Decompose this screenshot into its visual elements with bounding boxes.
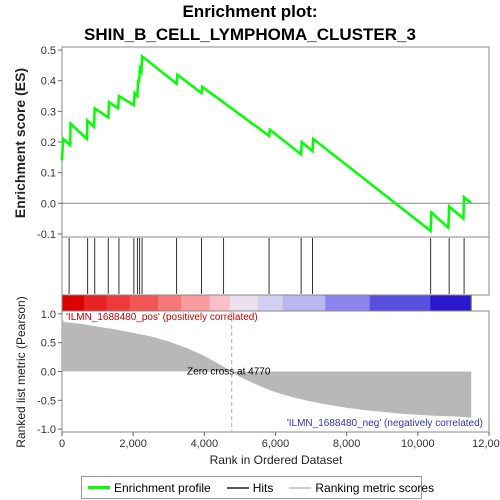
heat-panel xyxy=(61,294,472,312)
es-y-tick-label: 0.1 xyxy=(41,168,56,180)
legend-label-enrichment: Enrichment profile xyxy=(114,480,211,495)
legend-item-enrichment: Enrichment profile xyxy=(88,481,211,495)
heat-bar-segment xyxy=(158,295,182,311)
x-tick-label: 6,000 xyxy=(262,438,290,450)
metric-y-tick: -1.0 xyxy=(37,424,62,436)
es-y-tick: 0.4 xyxy=(41,76,62,88)
x-tick: 12,000 xyxy=(472,432,500,450)
metric-y-tick: 0.5 xyxy=(41,338,62,350)
x-tick: 10,000 xyxy=(401,432,435,450)
negative-correlation-label: 'ILMN_1688480_neg' (negatively correlate… xyxy=(287,418,483,429)
es-y-tick-label: -0.1 xyxy=(37,229,56,241)
legend-label-hits: Hits xyxy=(252,480,274,495)
es-y-tick-label: 0.3 xyxy=(41,106,56,118)
es-plot-area xyxy=(61,46,490,238)
metric-y-tick: -0.5 xyxy=(37,395,62,407)
zero-cross-label: Zero cross at 4770 xyxy=(187,367,271,378)
legend-item-ranking: Ranking metric scores xyxy=(289,481,434,495)
es-panel: -0.1 0.0 0.1 0.2 0.3 0.4 0.5 xyxy=(37,45,490,241)
metric-y-tick: 1.0 xyxy=(41,309,62,321)
hits-plot-area xyxy=(61,236,490,296)
heat-bar-segment xyxy=(282,295,326,311)
es-y-tick: 0.0 xyxy=(41,198,62,210)
es-y-tick-label: 0.5 xyxy=(41,45,56,57)
es-y-tick-label: 0.2 xyxy=(41,137,56,149)
x-tick-label: 2,000 xyxy=(119,438,147,450)
heat-bar-segment xyxy=(181,295,211,311)
x-tick-label: 0 xyxy=(59,438,65,450)
es-y-tick: 0.2 xyxy=(41,137,62,149)
heat-bar-segment xyxy=(84,295,107,311)
metric-y-tick-label: -0.5 xyxy=(37,395,56,407)
ranking-metric-area xyxy=(62,315,472,418)
x-axis-label: Rank in Ordered Dataset xyxy=(210,453,343,467)
legend-label-ranking: Ranking metric scores xyxy=(315,480,435,495)
metric-y-tick-label: -1.0 xyxy=(37,424,56,436)
metric-y-axis-label: Ranked list metric (Pearson) xyxy=(14,296,28,447)
legend-swatch-hits xyxy=(226,486,249,489)
legend-swatch-enrichment xyxy=(88,486,110,489)
metric-y-tick-label: 1.0 xyxy=(41,309,56,321)
x-tick-label: 10,000 xyxy=(401,438,435,450)
metric-y-tick: 0.0 xyxy=(41,367,62,379)
legend-item-hits: Hits xyxy=(226,480,274,495)
heat-bar-segment xyxy=(106,295,131,311)
x-axis: 0 2,000 4,000 6,000 8,000 10,000 12,000 xyxy=(59,432,500,450)
x-tick-label: 12,000 xyxy=(472,438,500,450)
x-tick: 2,000 xyxy=(119,432,147,450)
es-y-axis-label: Enrichment score (ES) xyxy=(12,68,28,218)
es-y-tick: 0.3 xyxy=(41,106,62,118)
legend: Enrichment profile Hits Ranking metric s… xyxy=(81,476,434,499)
metric-y-tick-label: 0.5 xyxy=(41,338,56,350)
heat-bar-segment xyxy=(369,295,431,311)
es-y-tick: -0.1 xyxy=(37,229,62,241)
heat-bar-segment xyxy=(62,295,85,311)
enrichment-profile-line xyxy=(60,53,473,234)
positive-correlation-label: 'ILMN_1688480_pos' (positively correlate… xyxy=(66,312,258,323)
x-tick: 0 xyxy=(59,432,65,450)
heat-bar-segment xyxy=(129,295,159,311)
heat-bar-segment xyxy=(430,295,472,311)
es-y-tick: 0.1 xyxy=(41,168,62,180)
metric-y-tick-label: 0.0 xyxy=(41,367,56,379)
heat-bar-segment xyxy=(325,295,371,311)
x-tick: 6,000 xyxy=(262,432,290,450)
heat-bar-segment xyxy=(229,295,259,311)
x-tick: 8,000 xyxy=(333,432,361,450)
es-y-tick-label: 0.4 xyxy=(41,76,56,88)
legend-swatch-ranking xyxy=(289,486,312,489)
chart-title-line1: Enrichment plot: xyxy=(182,2,318,21)
metric-panel: -1.0 -0.5 0.0 0.5 1.0 Zero cross at 4770 'ILMN… xyxy=(37,309,490,436)
es-y-tick-label: 0.0 xyxy=(41,198,56,210)
heat-bar-segment xyxy=(209,295,231,311)
x-tick: 4,000 xyxy=(191,432,219,450)
chart-title-line2: SHIN_B_CELL_LYMPHOMA_CLUSTER_3 xyxy=(84,25,416,44)
hits-panel xyxy=(61,236,490,296)
x-tick-label: 4,000 xyxy=(191,438,219,450)
heat-bar-segment xyxy=(257,295,284,311)
x-tick-label: 8,000 xyxy=(333,438,361,450)
es-y-tick: 0.5 xyxy=(41,45,62,57)
